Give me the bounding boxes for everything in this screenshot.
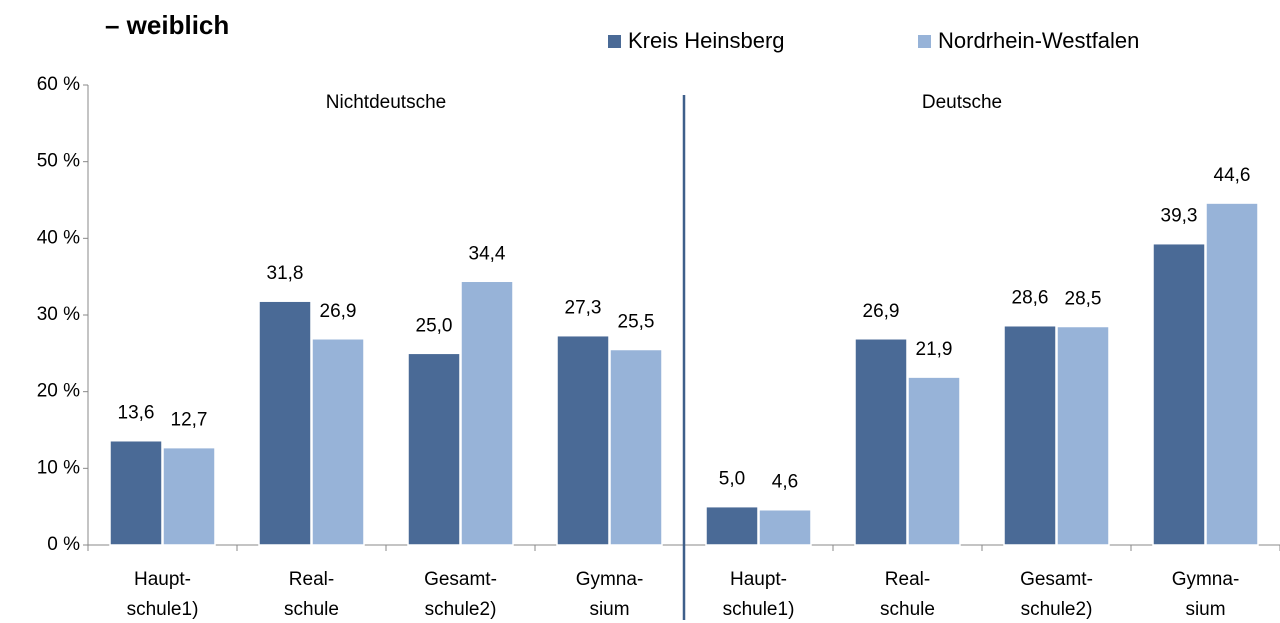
bar (460, 280, 514, 546)
bar (907, 376, 961, 546)
value-label: 21,9 (916, 339, 953, 360)
x-tick-label: Gesamt- (1020, 569, 1093, 590)
bar (109, 439, 163, 546)
value-label: 13,6 (118, 403, 155, 424)
bar (407, 352, 461, 546)
value-label: 44,6 (1214, 165, 1251, 186)
bar (705, 505, 759, 546)
y-tick-label: 60 % (37, 74, 80, 95)
legend-label: Kreis Heinsberg (628, 28, 785, 53)
y-tick-label: 0 % (47, 534, 80, 555)
value-label: 26,9 (320, 301, 357, 322)
value-label: 27,3 (565, 298, 602, 319)
y-tick-label: 20 % (37, 381, 80, 402)
value-label: 28,6 (1012, 288, 1049, 309)
value-label: 34,4 (469, 243, 506, 264)
x-tick-label: Gymna- (1172, 569, 1240, 590)
value-label: 25,5 (618, 312, 655, 333)
x-tick-label: schule2) (1021, 599, 1093, 620)
y-tick-label: 40 % (37, 227, 80, 248)
bar (854, 338, 908, 546)
bar (609, 348, 663, 546)
legend-label: Nordrhein-Westfalen (938, 28, 1139, 53)
group-label: Nichtdeutsche (326, 92, 446, 113)
bar (1152, 242, 1206, 546)
legend-swatch (918, 35, 931, 48)
y-tick-label: 10 % (37, 457, 80, 478)
chart-title: – weiblich (105, 10, 229, 40)
x-tick-label: Gymna- (576, 569, 644, 590)
value-label: 39,3 (1161, 206, 1198, 227)
value-label: 25,0 (416, 315, 453, 336)
bar (556, 334, 610, 546)
x-tick-label: schule2) (425, 599, 497, 620)
x-tick-label: Real- (289, 569, 334, 590)
x-tick-label: Gesamt- (424, 569, 497, 590)
x-tick-label: Haupt- (134, 569, 191, 590)
x-tick-label: Haupt- (730, 569, 787, 590)
value-label: 5,0 (719, 469, 745, 490)
value-label: 12,7 (171, 410, 208, 431)
x-tick-label: schule1) (723, 599, 795, 620)
value-label: 4,6 (772, 472, 798, 493)
bar (1003, 324, 1057, 546)
value-label: 28,5 (1065, 289, 1102, 310)
x-tick-label: schule (284, 599, 339, 620)
bar (258, 300, 312, 546)
group-label: Deutsche (922, 92, 1002, 113)
value-label: 26,9 (863, 301, 900, 322)
bar (1205, 202, 1259, 546)
x-tick-label: Real- (885, 569, 930, 590)
legend-swatch (608, 35, 621, 48)
value-label: 31,8 (267, 263, 304, 284)
y-tick-label: 30 % (37, 304, 80, 325)
y-tick-label: 50 % (37, 151, 80, 172)
bar (758, 508, 812, 546)
x-tick-label: sium (1185, 599, 1225, 620)
x-tick-label: schule (880, 599, 935, 620)
x-tick-label: schule1) (127, 599, 199, 620)
x-tick-label: sium (589, 599, 629, 620)
bar (162, 446, 216, 546)
bar (311, 338, 365, 546)
bar (1056, 325, 1110, 546)
